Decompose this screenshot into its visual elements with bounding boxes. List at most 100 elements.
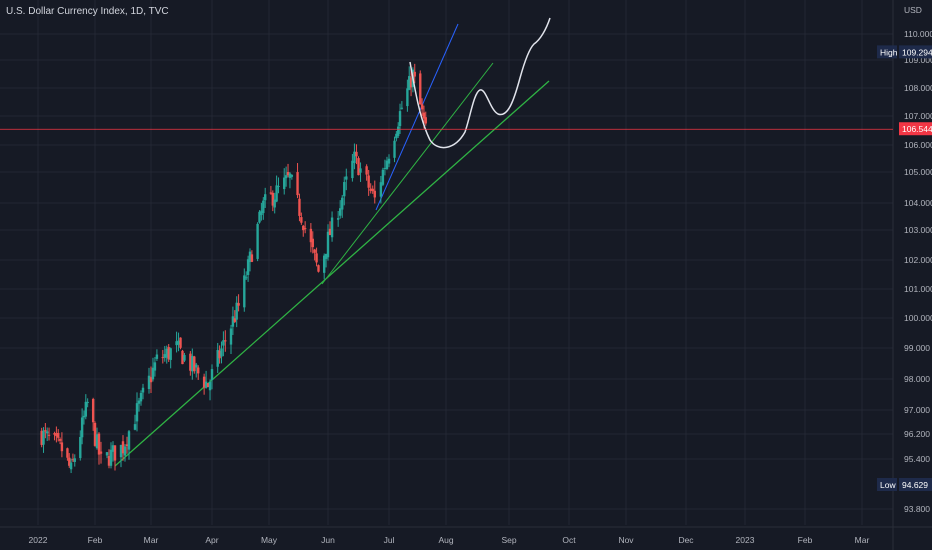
- x-tick-label: 2022: [29, 535, 48, 545]
- x-tick-label: Dec: [678, 535, 694, 545]
- candle-body: [387, 158, 391, 164]
- candle-body: [343, 182, 346, 197]
- candle: [373, 180, 376, 204]
- candle-body: [95, 434, 99, 449]
- candle-body: [339, 208, 342, 216]
- candle: [317, 264, 320, 273]
- candle: [139, 390, 143, 406]
- y-tick-label: 109.000: [904, 55, 932, 65]
- candle-body: [233, 318, 236, 322]
- candle-body: [424, 117, 427, 124]
- y-tick-label: 96.200: [904, 429, 930, 439]
- candle: [71, 453, 75, 463]
- candle-body: [161, 357, 165, 359]
- candle: [147, 367, 151, 394]
- candle-body: [359, 168, 362, 173]
- candle-body: [341, 197, 344, 210]
- candle-body: [309, 228, 313, 243]
- candle-body: [322, 255, 326, 273]
- candle-body: [139, 392, 143, 402]
- candle-body: [210, 369, 214, 380]
- candle-body: [246, 259, 250, 275]
- candle: [284, 166, 288, 187]
- candle: [127, 430, 131, 460]
- candle-body: [141, 387, 145, 393]
- candle-body: [105, 452, 109, 456]
- candle: [86, 398, 89, 408]
- candle: [204, 370, 208, 389]
- candle: [181, 349, 184, 365]
- candle-body: [151, 367, 155, 380]
- candle: [82, 410, 86, 425]
- candle-body: [290, 174, 294, 177]
- candle: [202, 373, 206, 395]
- projection-drawing: [409, 17, 551, 149]
- candle-body: [125, 444, 129, 446]
- candle-body: [420, 104, 424, 110]
- y-tick-label: 110.000: [904, 29, 932, 39]
- candle: [135, 392, 139, 432]
- candle-body: [231, 316, 235, 327]
- candle-body: [133, 424, 137, 430]
- candle: [66, 447, 69, 461]
- candle-body: [44, 430, 47, 432]
- candle: [224, 330, 227, 352]
- candle-body: [395, 133, 398, 139]
- candle: [256, 222, 259, 262]
- candle-body: [195, 364, 198, 368]
- candle-body: [277, 186, 280, 188]
- candle-body: [99, 451, 103, 454]
- candle-body: [300, 217, 303, 223]
- candle-body: [353, 151, 356, 164]
- candle: [395, 131, 398, 142]
- candle-body: [60, 442, 64, 452]
- candle: [91, 397, 95, 431]
- candle: [179, 337, 182, 350]
- high-value: 109.294: [902, 47, 932, 57]
- candle-body: [283, 177, 286, 190]
- candle-body: [303, 228, 307, 230]
- candle: [233, 310, 236, 323]
- candle: [191, 348, 194, 380]
- candle: [231, 306, 235, 335]
- candle-body: [183, 355, 186, 361]
- y-tick-label: 101.000: [904, 284, 932, 294]
- candle: [275, 175, 278, 203]
- candle: [250, 250, 254, 263]
- candle: [68, 453, 71, 468]
- candle: [396, 122, 400, 138]
- candle-body: [330, 217, 334, 238]
- candle: [387, 154, 391, 168]
- y-tick-label: 100.000: [904, 313, 932, 323]
- candle-body: [79, 436, 82, 459]
- candle-body: [296, 172, 299, 196]
- candle: [153, 356, 157, 377]
- candle: [195, 362, 198, 378]
- x-tick-label: Jun: [321, 535, 335, 545]
- candle-body: [55, 433, 58, 437]
- candle: [258, 210, 261, 224]
- low-label-badge: [877, 478, 897, 491]
- last-price-value: 106.544: [902, 124, 932, 134]
- candle-body: [422, 112, 426, 119]
- candle: [353, 143, 356, 170]
- candle: [175, 331, 178, 353]
- candle-body: [373, 190, 376, 198]
- projection-curve: [409, 17, 551, 149]
- candle: [60, 432, 64, 458]
- candle: [113, 445, 117, 471]
- candle: [208, 379, 212, 401]
- time-axis[interactable]: 2022 Feb Mar Apr May Jun Jul Aug Sep Oct Nov Dec 202…: [29, 535, 870, 545]
- candle-body: [73, 458, 76, 462]
- candle: [271, 190, 275, 212]
- candle: [262, 197, 265, 220]
- candle-body: [111, 445, 115, 452]
- candle-body: [406, 88, 409, 107]
- x-tick-label: Mar: [855, 535, 870, 545]
- candle: [385, 156, 389, 171]
- candle-body: [204, 381, 208, 388]
- x-tick-label: Apr: [205, 535, 218, 545]
- candle: [277, 177, 280, 194]
- price-axis[interactable]: USD 110.000 109.000 108.000 107.000 106.000 10…: [877, 5, 932, 514]
